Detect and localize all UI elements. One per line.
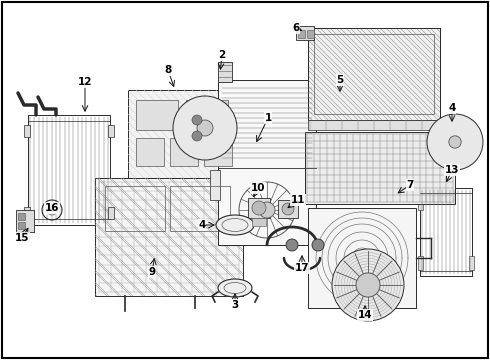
Circle shape	[173, 96, 237, 160]
Bar	[418, 256, 423, 270]
Bar	[307, 30, 314, 38]
Bar	[186, 100, 228, 130]
Bar	[128, 90, 248, 178]
Text: 17: 17	[294, 263, 309, 273]
Circle shape	[449, 136, 461, 148]
Text: 13: 13	[445, 165, 459, 175]
Text: 5: 5	[336, 75, 343, 85]
Text: 9: 9	[148, 267, 155, 277]
Text: 6: 6	[293, 23, 299, 33]
Bar	[218, 80, 316, 245]
Bar	[296, 26, 314, 40]
Bar	[170, 186, 230, 231]
Bar	[308, 120, 440, 130]
Text: 14: 14	[358, 310, 372, 320]
Circle shape	[286, 239, 298, 251]
Text: 8: 8	[164, 65, 171, 75]
Bar	[418, 196, 423, 210]
Text: 16: 16	[45, 203, 59, 213]
Bar	[24, 207, 30, 219]
Bar	[314, 34, 434, 114]
Bar	[18, 222, 25, 229]
Circle shape	[192, 131, 202, 141]
Bar	[95, 178, 243, 296]
Ellipse shape	[218, 279, 252, 297]
Bar	[108, 125, 114, 137]
Bar	[210, 170, 220, 200]
Text: 1: 1	[265, 113, 271, 123]
Bar	[18, 213, 25, 220]
Bar	[204, 138, 232, 166]
Bar	[170, 138, 198, 166]
Circle shape	[259, 202, 275, 218]
Bar	[298, 30, 305, 38]
Circle shape	[192, 115, 202, 125]
Bar	[136, 100, 178, 130]
Text: 10: 10	[251, 183, 265, 193]
Text: 2: 2	[219, 50, 225, 60]
Bar	[218, 62, 232, 82]
Bar	[469, 256, 474, 270]
Bar	[308, 28, 440, 120]
Bar	[28, 115, 110, 225]
Bar	[305, 132, 455, 204]
Bar	[308, 208, 416, 308]
Bar	[248, 198, 270, 218]
Circle shape	[312, 239, 324, 251]
Circle shape	[356, 273, 380, 297]
Bar	[278, 200, 298, 218]
Bar	[108, 207, 114, 219]
Bar	[308, 28, 440, 120]
Bar	[420, 188, 472, 276]
Circle shape	[197, 120, 213, 136]
Text: 7: 7	[406, 180, 414, 190]
Bar	[105, 186, 165, 231]
Text: 4: 4	[198, 220, 206, 230]
Text: 15: 15	[15, 233, 29, 243]
Bar	[136, 138, 164, 166]
Bar	[210, 100, 220, 130]
Text: 12: 12	[78, 77, 92, 87]
Ellipse shape	[216, 215, 254, 235]
Circle shape	[282, 203, 294, 215]
Circle shape	[427, 114, 483, 170]
Bar	[24, 125, 30, 137]
Text: 11: 11	[291, 195, 305, 205]
Text: 3: 3	[231, 300, 239, 310]
Bar	[252, 218, 266, 226]
Circle shape	[252, 201, 266, 215]
Circle shape	[332, 249, 404, 321]
Text: 4: 4	[448, 103, 456, 113]
Bar	[16, 210, 34, 232]
